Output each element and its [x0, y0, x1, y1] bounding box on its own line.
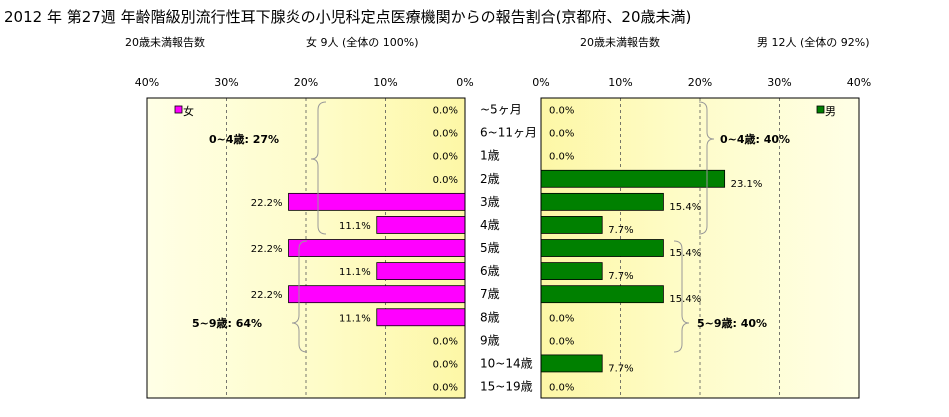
male-x-tick-label: 10% [608, 76, 632, 89]
male-data-label: 0.0% [549, 336, 574, 347]
male-data-label: 15.4% [669, 294, 701, 305]
female-bar [288, 239, 466, 257]
female-data-label: 22.2% [251, 198, 283, 209]
female-data-label: 0.0% [433, 383, 458, 394]
male-annotation-5-9: 5~9歳: 40% [697, 316, 767, 330]
male-bar [540, 192, 664, 211]
male-x-tick-label: 0% [532, 76, 549, 89]
category-label: 8歳 [480, 310, 500, 324]
female-bar [376, 308, 466, 327]
male-data-label: 15.4% [669, 202, 701, 213]
female-x-tick-label: 0% [456, 76, 473, 89]
female-legend-swatch [174, 105, 183, 114]
female-x-tick-label: 30% [214, 76, 238, 89]
female-bar [288, 285, 466, 304]
male-data-label: 7.7% [608, 225, 633, 236]
male-bar [540, 354, 603, 373]
category-label: 1歳 [480, 149, 500, 163]
male-x-tick-label: 20% [688, 76, 712, 89]
female-data-label: 0.0% [433, 106, 458, 117]
category-labels: ~5ヶ月 6~11ヶ月 1歳 2歳 3歳 4歳 5歳 6歳 7歳 8歳 9歳 10~14歳 15~19歳 [480, 103, 537, 394]
female-data-labels: 0.0% 0.0% 0.0% 0.0% 22.2% 11.1% 22.2% 11.1% 22.2… [251, 106, 458, 394]
female-data-label: 11.1% [339, 313, 371, 324]
female-plot-border [146, 97, 466, 399]
female-data-label: 0.0% [433, 359, 458, 370]
female-brace-0-4 [310, 101, 327, 235]
male-data-labels: 0.0% 0.0% 0.0% 23.1% 15.4% 7.7% 15.4% 7.7% 15.4%… [549, 106, 762, 394]
male-plot-border [540, 97, 860, 399]
female-subtitle-total: 女 9人 (全体の 100%) [306, 35, 419, 49]
female-data-label: 11.1% [339, 267, 371, 278]
category-label: 9歳 [480, 333, 500, 347]
male-bar [540, 285, 664, 304]
male-data-label: 7.7% [608, 363, 633, 374]
male-bar [540, 239, 664, 257]
male-legend-label: 男 [825, 105, 836, 118]
female-brace-5-9 [291, 240, 308, 353]
male-bar [540, 169, 726, 188]
female-annotation-0-4: 0~4歳: 27% [209, 132, 279, 146]
male-data-label: 15.4% [669, 248, 701, 259]
female-subtitle-count-label: 20歳未満報告数 [125, 36, 205, 49]
male-data-label: 0.0% [549, 152, 574, 163]
female-bar [376, 216, 466, 234]
category-label: 4歳 [480, 218, 500, 232]
male-data-label: 7.7% [608, 271, 633, 282]
male-legend-swatch [816, 105, 825, 114]
category-label: 5歳 [480, 241, 500, 255]
male-data-label: 0.0% [549, 383, 574, 394]
female-x-tick-label: 10% [373, 76, 397, 89]
female-data-label: 11.1% [339, 221, 371, 232]
female-annotation-5-9: 5~9歳: 64% [192, 316, 262, 330]
male-bar [540, 216, 603, 234]
male-data-label: 23.1% [731, 179, 763, 190]
female-x-tick-label: 40% [135, 76, 159, 89]
male-bar [540, 262, 603, 281]
male-brace-0-4 [698, 101, 715, 235]
female-bars [288, 192, 466, 327]
male-subtitle-count-label: 20歳未満報告数 [580, 36, 660, 49]
male-annotation-0-4: 0~4歳: 40% [720, 132, 790, 146]
female-data-label: 0.0% [433, 175, 458, 186]
male-data-label: 0.0% [549, 313, 574, 324]
category-label: 2歳 [480, 172, 500, 186]
female-x-ticks: 40% 30% 20% 10% 0% [135, 76, 474, 89]
chart-title: 2012 年 第27週 年齢階級別流行性耳下腺炎の小児科定点医療機関からの報告割… [4, 8, 691, 26]
category-label: ~5ヶ月 [480, 103, 522, 117]
male-data-label: 0.0% [549, 106, 574, 117]
category-label: 3歳 [480, 195, 500, 209]
category-label: 10~14歳 [480, 356, 533, 370]
male-brace-5-9 [673, 240, 690, 353]
female-x-tick-label: 20% [294, 76, 318, 89]
category-label: 6~11ヶ月 [480, 126, 537, 140]
female-data-label: 22.2% [251, 290, 283, 301]
female-bar [376, 262, 466, 281]
male-x-tick-label: 30% [767, 76, 791, 89]
female-bar [288, 192, 466, 211]
female-data-label: 0.0% [433, 336, 458, 347]
female-legend-label: 女 [183, 104, 194, 118]
female-data-label: 22.2% [251, 244, 283, 255]
category-label: 6歳 [480, 264, 500, 278]
male-x-ticks: 0% 10% 20% 30% 40% [532, 76, 871, 89]
male-subtitle-total: 男 12人 (全体の 92%) [757, 35, 870, 49]
category-label: 7歳 [480, 287, 500, 301]
female-data-label: 0.0% [433, 152, 458, 163]
female-data-label: 0.0% [433, 129, 458, 140]
male-x-tick-label: 40% [847, 76, 871, 89]
category-label: 15~19歳 [480, 380, 533, 394]
male-data-label: 0.0% [549, 129, 574, 140]
